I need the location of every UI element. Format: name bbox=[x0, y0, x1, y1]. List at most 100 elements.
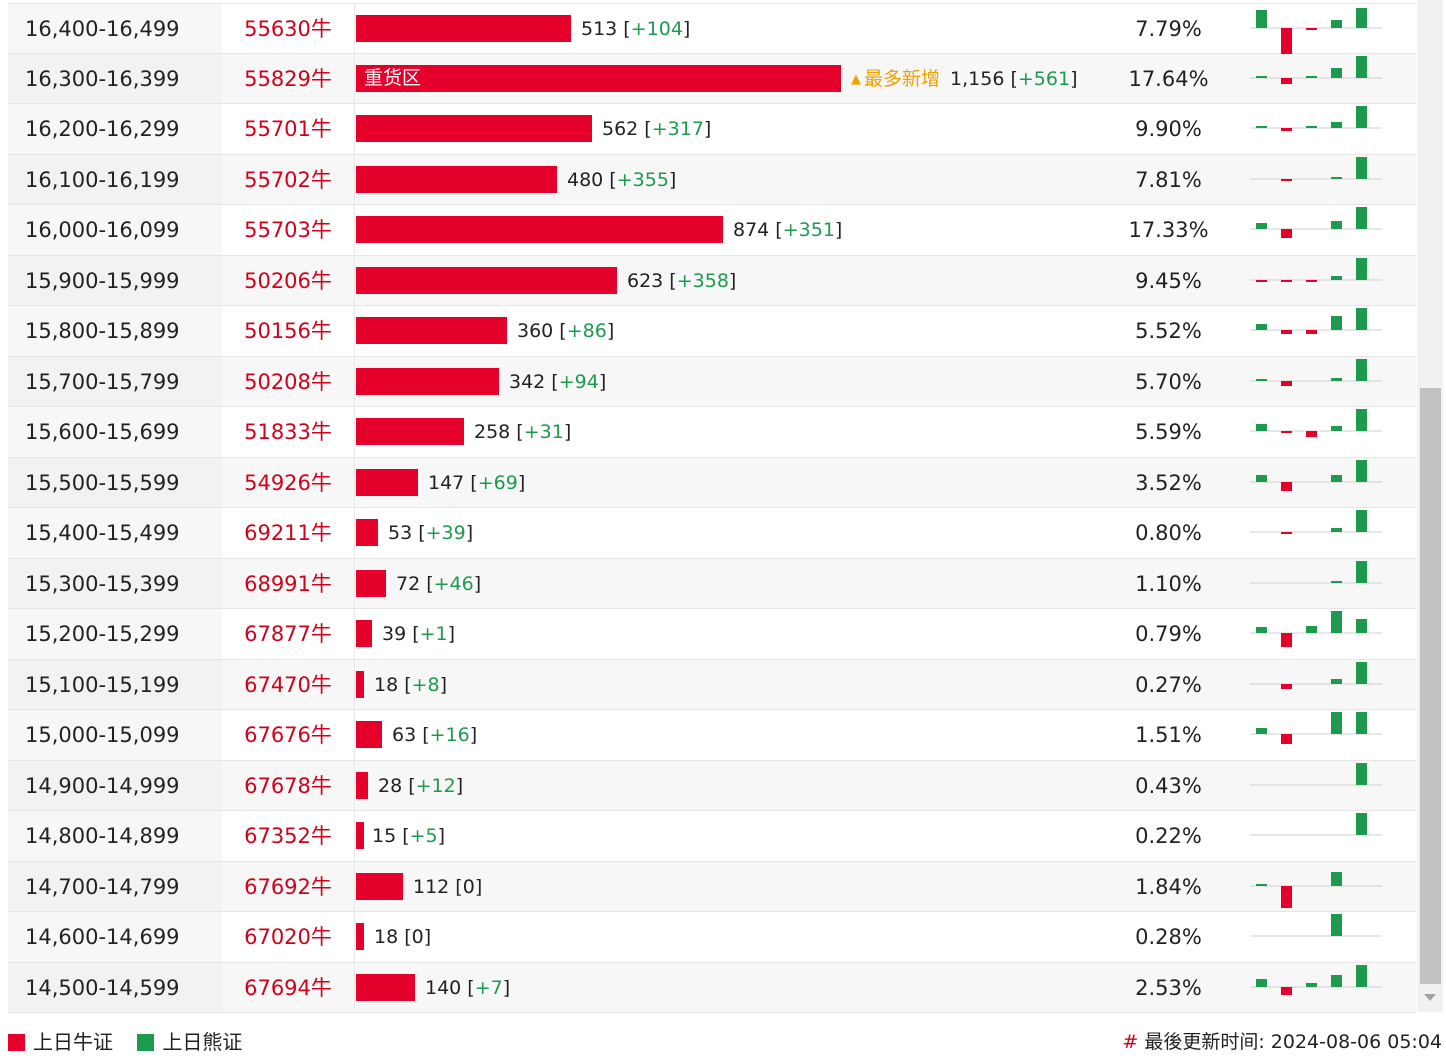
trend-sparkline bbox=[1241, 255, 1416, 305]
warrant-code-link[interactable]: 55702牛 bbox=[222, 154, 355, 204]
count-change: +104 bbox=[630, 18, 683, 40]
sparkline-bar-bear bbox=[1331, 871, 1342, 886]
table-row[interactable]: 14,500-14,599 67694牛 140 [+7] 2.53% bbox=[8, 962, 1416, 1013]
count-value: 562 bbox=[602, 118, 639, 140]
sparkline-bar-bear bbox=[1331, 20, 1342, 28]
sparkline-bar-bear bbox=[1306, 75, 1317, 78]
sparkline-bar-bear bbox=[1256, 378, 1267, 381]
count-value: 480 bbox=[567, 168, 604, 191]
legend-bull-label: 上日牛证 bbox=[33, 1030, 113, 1054]
table-row[interactable]: 14,900-14,999 67678牛 28 [+12] 0.43% bbox=[8, 760, 1416, 811]
warrant-code-link[interactable]: 51833牛 bbox=[222, 407, 355, 457]
scrollbar[interactable] bbox=[1417, 0, 1443, 1012]
table-row[interactable]: 14,700-14,799 67692牛 112 [0] 1.84% bbox=[8, 861, 1416, 912]
sparkline-bar-bear bbox=[1306, 126, 1317, 128]
count-value: 53 bbox=[388, 522, 413, 544]
sparkline-bar-bear bbox=[1331, 712, 1342, 734]
table-row[interactable]: 15,100-15,199 67470牛 18 [+8] 0.27% bbox=[8, 659, 1416, 710]
warrant-code-link[interactable]: 67692牛 bbox=[222, 861, 355, 911]
sparkline-bar-bull bbox=[1281, 229, 1292, 238]
trend-sparkline bbox=[1241, 811, 1416, 861]
warrant-code-link[interactable]: 55703牛 bbox=[222, 205, 355, 255]
table-row[interactable]: 15,300-15,399 68991牛 72 [+46] 1.10% bbox=[8, 558, 1416, 609]
table-row[interactable]: 14,800-14,899 67352牛 15 [+5] 0.22% bbox=[8, 811, 1416, 862]
count-bar-cell: 874 [+351] bbox=[356, 205, 1096, 255]
count-bar-cell: 513 [+104] bbox=[356, 4, 1096, 53]
warrant-code-link[interactable]: 67694牛 bbox=[222, 962, 355, 1012]
table-row[interactable]: 16,300-16,399 55829牛 重货区 ▲ 最多新增 1,156 [+561] 1… bbox=[8, 53, 1416, 104]
sparkline-bar-bear bbox=[1356, 409, 1367, 431]
legend-item-bear: 上日熊证 bbox=[137, 1030, 242, 1054]
warrant-code-link[interactable]: 68991牛 bbox=[222, 558, 355, 608]
trend-sparkline bbox=[1241, 104, 1416, 154]
count-change: +86 bbox=[566, 320, 607, 342]
warrant-code-link[interactable]: 55829牛 bbox=[222, 53, 355, 103]
percent-value: 5.52% bbox=[1096, 306, 1241, 356]
price-range: 14,500-14,599 bbox=[8, 962, 222, 1012]
table-row[interactable]: 15,600-15,699 51833牛 258 [+31] 5.59% bbox=[8, 407, 1416, 458]
bear-swatch-icon bbox=[137, 1034, 155, 1051]
table-row[interactable]: 15,500-15,599 54926牛 147 [+69] 3.52% bbox=[8, 457, 1416, 508]
warrant-code-link[interactable]: 67470牛 bbox=[222, 659, 355, 709]
warrant-code-link[interactable]: 54926牛 bbox=[222, 457, 355, 507]
trend-sparkline bbox=[1241, 154, 1416, 204]
percent-value: 9.90% bbox=[1096, 104, 1241, 154]
sparkline-bar-bear bbox=[1356, 510, 1367, 532]
warrant-code-link[interactable]: 55630牛 bbox=[222, 4, 355, 53]
table-row[interactable]: 16,400-16,499 55630牛 513 [+104] 7.79% bbox=[8, 3, 1416, 54]
count-value: 147 bbox=[428, 471, 465, 494]
sparkline-bar-bear bbox=[1256, 324, 1267, 330]
scroll-down-arrow-icon[interactable] bbox=[1424, 994, 1436, 1001]
count-info: 72 [+46] bbox=[396, 572, 482, 595]
sparkline-bar-bear bbox=[1356, 964, 1367, 987]
percent-value: 17.64% bbox=[1096, 53, 1241, 103]
table-row[interactable]: 15,800-15,899 50156牛 360 [+86] 5.52% bbox=[8, 306, 1416, 357]
table-row[interactable]: 16,200-16,299 55701牛 562 [+317] 9.90% bbox=[8, 104, 1416, 155]
count-value: 63 bbox=[392, 724, 417, 746]
table-row[interactable]: 15,200-15,299 67877牛 39 [+1] 0.79% bbox=[8, 609, 1416, 660]
warrant-code-link[interactable]: 67352牛 bbox=[222, 811, 355, 861]
sparkline-svg bbox=[1250, 257, 1382, 282]
warrant-code-link[interactable]: 50208牛 bbox=[222, 356, 355, 406]
trend-sparkline bbox=[1241, 861, 1416, 911]
sparkline-bar-bear bbox=[1256, 627, 1267, 633]
table-row[interactable]: 15,700-15,799 50208牛 342 [+94] 5.70% bbox=[8, 356, 1416, 407]
trend-sparkline bbox=[1241, 508, 1416, 558]
warrant-code-link[interactable]: 50206牛 bbox=[222, 255, 355, 305]
percent-value: 1.51% bbox=[1096, 710, 1241, 760]
bull-swatch-icon bbox=[8, 1034, 25, 1051]
table-row[interactable]: 14,600-14,699 67020牛 18 [0] 0.28% bbox=[8, 912, 1416, 963]
warrant-code-link[interactable]: 67020牛 bbox=[222, 912, 355, 962]
table-row[interactable]: 16,100-16,199 55702牛 480 [+355] 7.81% bbox=[8, 154, 1416, 205]
trend-sparkline bbox=[1241, 356, 1416, 406]
warrant-code-link[interactable]: 67678牛 bbox=[222, 760, 355, 810]
count-change: +561 bbox=[1017, 67, 1071, 90]
warrant-code-link[interactable]: 55701牛 bbox=[222, 104, 355, 154]
count-value: 513 bbox=[581, 18, 618, 40]
count-bar bbox=[356, 367, 499, 395]
sparkline-bar-bear bbox=[1256, 728, 1267, 734]
count-change: 0 bbox=[411, 926, 424, 948]
warrant-code-link[interactable]: 67877牛 bbox=[222, 609, 355, 659]
warrant-code-link[interactable]: 67676牛 bbox=[222, 710, 355, 760]
sparkline-bar-bear bbox=[1331, 122, 1342, 128]
warrant-code-link[interactable]: 69211牛 bbox=[222, 508, 355, 558]
sparkline-bar-bull bbox=[1281, 885, 1292, 908]
trend-sparkline bbox=[1241, 760, 1416, 810]
table-row[interactable]: 15,400-15,499 69211牛 53 [+39] 0.80% bbox=[8, 508, 1416, 559]
count-info: 53 [+39] bbox=[388, 522, 474, 544]
sparkline-bar-bull bbox=[1281, 380, 1292, 386]
table-row[interactable]: 16,000-16,099 55703牛 874 [+351] 17.33% bbox=[8, 205, 1416, 256]
price-range: 15,400-15,499 bbox=[8, 508, 222, 558]
warrant-code-link[interactable]: 50156牛 bbox=[222, 306, 355, 356]
table-row[interactable]: 15,000-15,099 67676牛 63 [+16] 1.51% bbox=[8, 710, 1416, 761]
sparkline-bar-bear bbox=[1331, 474, 1342, 482]
sparkline-bar-bull bbox=[1281, 431, 1292, 433]
scrollbar-thumb[interactable] bbox=[1420, 388, 1441, 984]
count-info: 623 [+358] bbox=[627, 269, 737, 292]
count-bar-cell: 18 [+8] bbox=[356, 659, 1096, 709]
sparkline-svg bbox=[1250, 964, 1382, 995]
sparkline-bar-bear bbox=[1256, 126, 1267, 128]
sparkline-bar-bear bbox=[1356, 358, 1367, 381]
table-row[interactable]: 15,900-15,999 50206牛 623 [+358] 9.45% bbox=[8, 255, 1416, 306]
